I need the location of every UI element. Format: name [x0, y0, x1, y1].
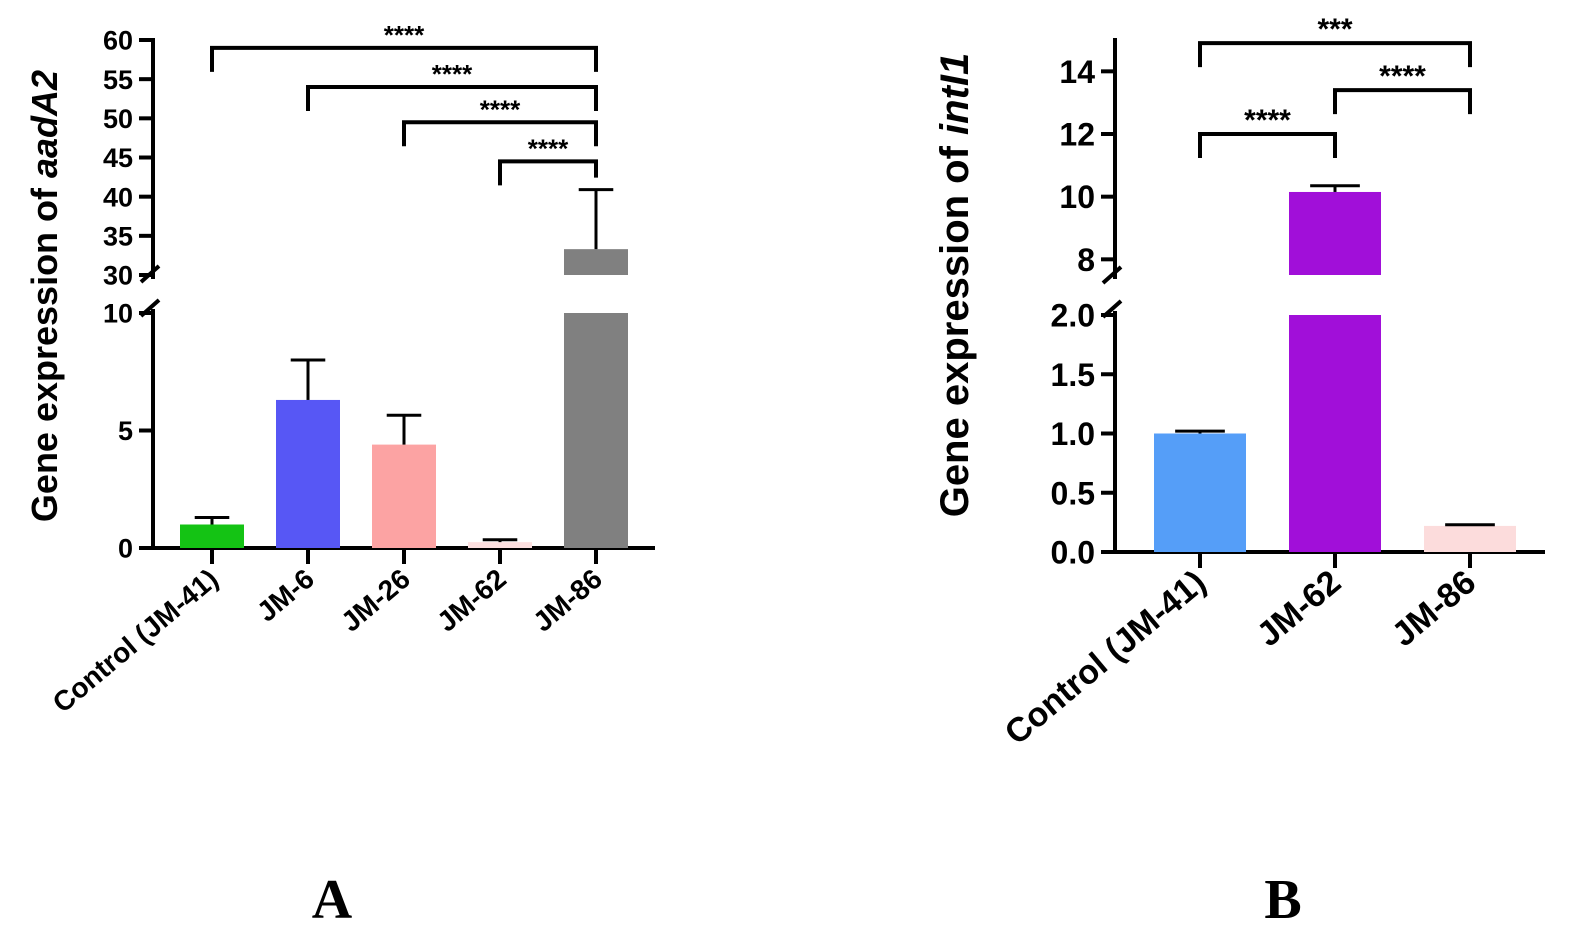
significance-bracket — [210, 45, 598, 72]
panel-label-b: B — [1264, 869, 1301, 931]
significance-bracket — [498, 159, 598, 186]
significance-bracket — [306, 85, 598, 111]
y-axis-title-gene: intI1 — [933, 53, 977, 135]
y-lower-tick-label: 1.0 — [1051, 416, 1095, 452]
category-label: JM-26 — [335, 563, 416, 638]
category-label: JM-86 — [1385, 563, 1483, 654]
bar — [1424, 525, 1516, 552]
y-upper-tick-label: 45 — [103, 143, 133, 173]
y-lower-tick-label: 0.5 — [1051, 475, 1095, 511]
y-upper-tick-label: 8 — [1077, 242, 1095, 278]
y-lower-tick-label: 0 — [118, 534, 133, 564]
significance-label: *** — [1317, 13, 1352, 46]
significance-label: **** — [1244, 104, 1291, 137]
y-axis-title-text: Gene expression of — [933, 135, 977, 517]
y-axis-title-text: Gene expression of — [24, 178, 65, 522]
axis-break-mark — [1101, 265, 1123, 285]
category-label: Control (JM-41) — [998, 563, 1213, 752]
panel-label-a: A — [312, 869, 353, 931]
bar — [180, 524, 244, 548]
significance-label: **** — [528, 133, 569, 163]
y-upper-tick-label: 35 — [103, 222, 133, 252]
significance-label: **** — [480, 94, 521, 124]
significance-label: **** — [1379, 60, 1426, 93]
y-axis-title: Gene expression of intI1 — [933, 53, 977, 518]
bar — [1154, 433, 1246, 552]
y-lower-tick-label: 1.5 — [1051, 357, 1095, 393]
y-upper-tick-label: 60 — [103, 26, 133, 56]
bar — [276, 399, 340, 548]
y-upper-tick-label: 14 — [1059, 54, 1095, 90]
category-label: JM-62 — [431, 563, 512, 638]
bar-lower-segment — [1289, 315, 1381, 552]
y-axis-title-gene: aadA2 — [24, 70, 65, 178]
y-upper-tick-label: 55 — [103, 65, 133, 95]
y-lower-tick-label: 10 — [103, 299, 133, 329]
y-axis-title: Gene expression of aadA2 — [24, 70, 65, 522]
significance-label: **** — [432, 59, 473, 89]
y-lower-tick-label: 5 — [118, 416, 133, 446]
significance-label: **** — [384, 20, 425, 50]
y-upper-tick-label: 30 — [103, 261, 133, 291]
y-lower-tick-label: 2.0 — [1051, 298, 1095, 334]
bar — [468, 542, 532, 548]
category-label: Control (JM-41) — [47, 563, 224, 719]
y-upper-tick-label: 40 — [103, 182, 133, 212]
significance-bracket — [1333, 88, 1472, 115]
y-upper-tick-label: 50 — [103, 104, 133, 134]
category-label: JM-62 — [1250, 563, 1348, 654]
bar — [372, 444, 436, 548]
significance-bracket — [402, 120, 598, 147]
category-label: JM-6 — [251, 563, 320, 628]
category-label: JM-86 — [527, 563, 608, 638]
chart-a: 0 5 10 30 35 40 45 50 55 60 Gene expression of aad… — [24, 20, 655, 719]
chart-b: 0.0 0.5 1.0 1.5 2.0 8 10 12 14 Gene expression of… — [933, 13, 1545, 752]
bar-lower-segment — [564, 313, 628, 548]
y-lower-tick-label: 0.0 — [1051, 535, 1095, 571]
significance-bracket — [1198, 41, 1472, 68]
bar-upper-segment — [564, 249, 628, 275]
y-upper-tick-label: 10 — [1059, 179, 1095, 215]
significance-bracket — [1198, 132, 1337, 158]
bar-upper-segment — [1289, 191, 1381, 275]
y-upper-tick-label: 12 — [1059, 117, 1095, 153]
